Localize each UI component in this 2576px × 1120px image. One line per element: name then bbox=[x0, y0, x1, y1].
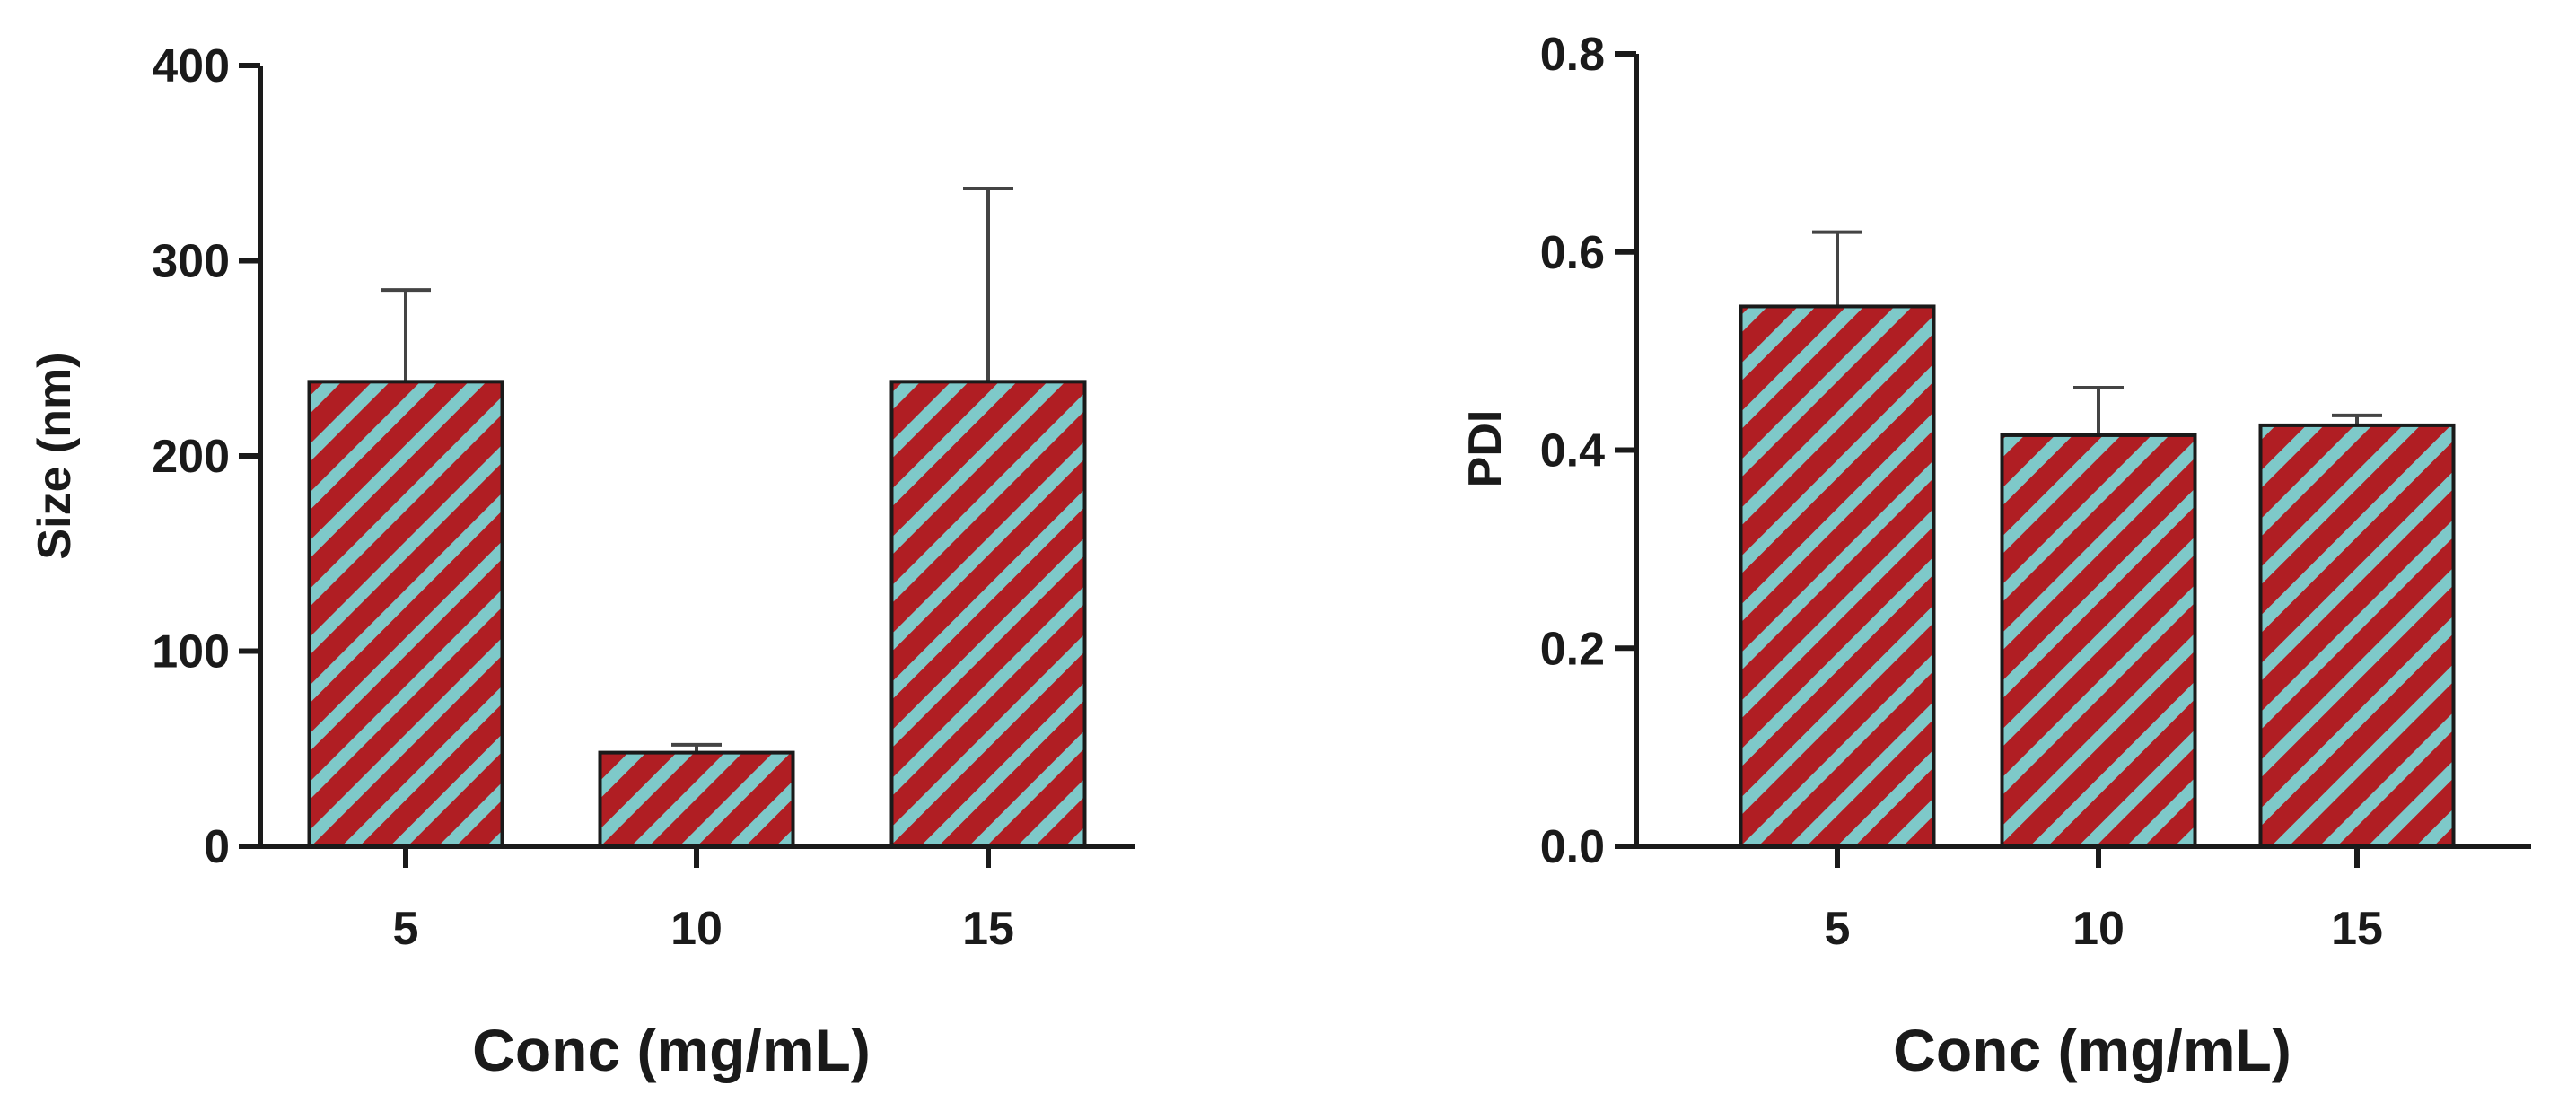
y-tick-label: 0.6 bbox=[1540, 227, 1605, 279]
bar-5 bbox=[307, 380, 504, 849]
x-tick-label: 10 bbox=[670, 903, 723, 955]
y-tick-label: 100 bbox=[152, 626, 230, 678]
y-tick-label: 0.8 bbox=[1540, 29, 1605, 81]
y-axis-label: Size (nm) bbox=[29, 352, 81, 559]
y-tick-label: 0.4 bbox=[1540, 425, 1605, 477]
x-axis-label: Conc (mg/mL) bbox=[1893, 1017, 2291, 1083]
x-axis-label: Conc (mg/mL) bbox=[472, 1017, 871, 1083]
x-tick-label: 10 bbox=[2072, 903, 2125, 955]
bar-10 bbox=[598, 750, 795, 848]
y-tick-label: 300 bbox=[152, 236, 230, 288]
y-tick-label: 200 bbox=[152, 431, 230, 483]
x-tick-label: 15 bbox=[962, 903, 1014, 955]
y-tick-label: 0.0 bbox=[1540, 821, 1605, 873]
bar-15 bbox=[889, 380, 1087, 849]
bar-15 bbox=[2258, 423, 2456, 848]
pdi-chart: 0.0 0.2 0.4 0.6 0.8 5 10 15 Conc (mg/mL) PDI bbox=[1459, 29, 2531, 1083]
bar-10 bbox=[2000, 433, 2197, 848]
y-axis-label: PDI bbox=[1459, 410, 1511, 488]
size-chart: 0 100 200 300 400 5 10 15 Conc (mg/mL) Size (nm) bbox=[29, 40, 1135, 1083]
bar-5 bbox=[1739, 304, 1936, 848]
y-tick-label: 0 bbox=[204, 821, 230, 873]
y-tick-label: 400 bbox=[152, 40, 230, 92]
x-tick-label: 15 bbox=[2331, 903, 2383, 955]
y-tick-label: 0.2 bbox=[1540, 623, 1605, 675]
x-tick-label: 5 bbox=[1825, 903, 1851, 955]
x-tick-label: 5 bbox=[393, 903, 419, 955]
